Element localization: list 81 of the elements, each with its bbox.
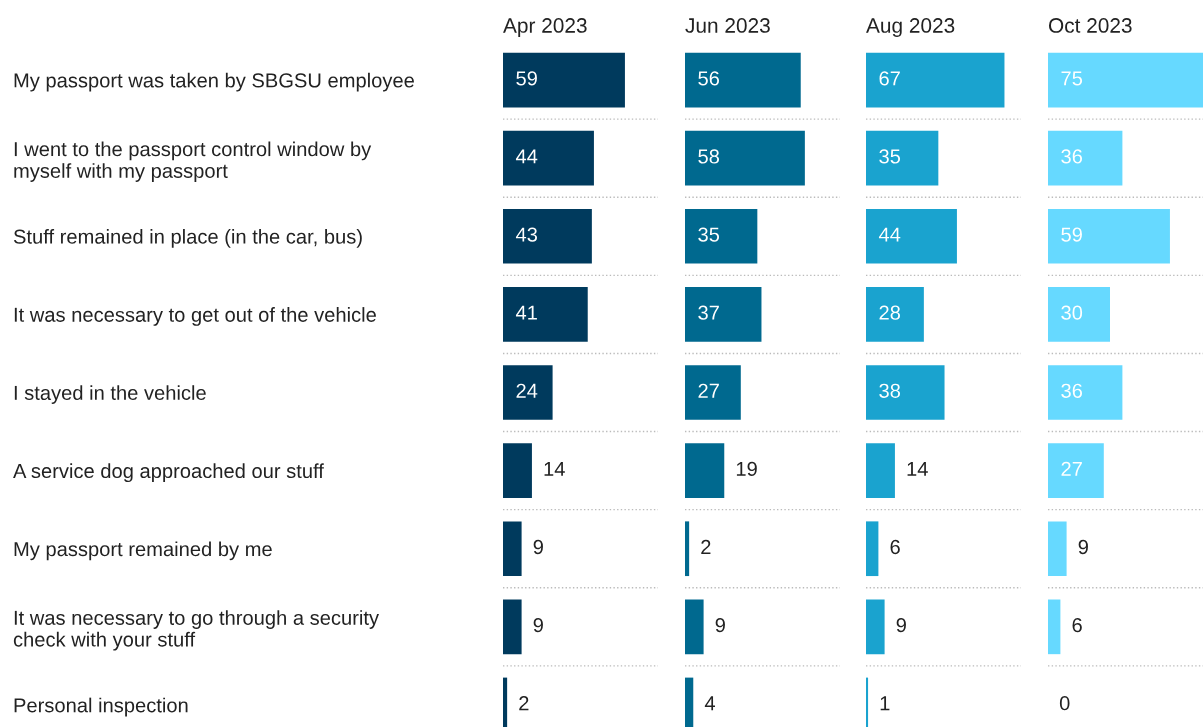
bar xyxy=(503,287,588,342)
bar xyxy=(685,287,762,342)
data-label: 36 xyxy=(1061,149,1083,164)
data-label: 28 xyxy=(879,305,901,320)
bar xyxy=(503,521,522,577)
y-tick-label: It was necessary to get out of the vehicle xyxy=(14,307,376,326)
data-label: 2 xyxy=(519,696,529,711)
data-label: 14 xyxy=(907,461,928,476)
data-label: 19 xyxy=(736,461,757,477)
y-tick-label: My passport remained by me xyxy=(14,541,272,561)
bar xyxy=(503,52,625,108)
bar xyxy=(685,599,704,655)
data-label: 41 xyxy=(515,305,537,320)
data-label: 38 xyxy=(879,383,901,398)
chart-title: Jun 2023 xyxy=(685,18,770,33)
bar xyxy=(1048,208,1170,264)
data-label: 14 xyxy=(544,461,565,476)
data-label: 0 xyxy=(1059,696,1070,711)
data-label: 30 xyxy=(1061,305,1083,320)
data-label: 59 xyxy=(1061,227,1082,242)
data-label: 9 xyxy=(715,617,725,633)
data-label: 56 xyxy=(698,71,720,86)
data-label: 43 xyxy=(515,227,538,242)
bar xyxy=(866,365,945,420)
data-label: 9 xyxy=(533,617,543,633)
bar xyxy=(685,208,758,264)
data-label: 36 xyxy=(1061,383,1083,398)
data-label: 44 xyxy=(878,227,901,242)
bar xyxy=(503,599,522,655)
bar xyxy=(1048,287,1110,342)
bar xyxy=(1048,521,1067,577)
bar xyxy=(685,365,741,420)
data-label: 58 xyxy=(698,149,720,164)
data-label: 75 xyxy=(1061,71,1083,86)
data-label: 59 xyxy=(516,71,537,86)
bar xyxy=(685,52,801,108)
data-label: 35 xyxy=(698,227,720,242)
bar xyxy=(866,599,885,655)
bar xyxy=(866,521,879,577)
bar xyxy=(1048,130,1123,186)
bar xyxy=(1048,599,1061,655)
data-label: 67 xyxy=(879,71,900,86)
data-label: 6 xyxy=(890,539,900,555)
bar xyxy=(503,443,532,498)
data-label: 9 xyxy=(1078,539,1088,555)
chart-title: Oct 2023 xyxy=(1048,18,1132,33)
bar xyxy=(503,208,592,264)
bar xyxy=(503,130,594,186)
bar xyxy=(685,521,690,577)
data-label: 1 xyxy=(880,696,890,711)
bar xyxy=(1048,365,1123,420)
data-label: 37 xyxy=(698,305,719,320)
bar xyxy=(1048,443,1104,498)
data-label: 2 xyxy=(701,539,711,554)
y-tick-label: My passport was taken by SBGSU employee xyxy=(14,72,414,92)
y-tick-label: Stuff remained in place (in the car, bus) xyxy=(13,228,362,248)
data-label: 24 xyxy=(516,383,538,398)
data-label: 9 xyxy=(896,617,906,633)
bar xyxy=(1048,52,1203,108)
bar xyxy=(866,52,1005,108)
bar xyxy=(866,208,957,264)
data-label: 4 xyxy=(704,696,715,711)
chart-title: Aug 2023 xyxy=(866,18,955,37)
bar xyxy=(866,130,939,186)
data-label: 9 xyxy=(533,539,543,555)
data-label: 6 xyxy=(1072,617,1082,633)
y-tick-label: I went to the passport control window by myself with my passport xyxy=(14,141,372,182)
y-tick-label: It was necessary to go through a security check with your stuff xyxy=(13,610,379,651)
bar xyxy=(866,287,924,342)
y-tick-label: I stayed in the vehicle xyxy=(14,385,206,404)
bar xyxy=(685,443,725,498)
data-label: 27 xyxy=(1061,461,1082,476)
y-tick-label: A service dog approached our stuff xyxy=(13,463,324,483)
y-tick-label: Personal inspection xyxy=(14,697,188,717)
data-label: 35 xyxy=(879,149,901,164)
data-label: 27 xyxy=(698,383,719,398)
bar xyxy=(685,130,805,186)
chart-title: Apr 2023 xyxy=(503,18,587,37)
bar xyxy=(503,365,553,420)
data-label: 44 xyxy=(515,149,538,164)
bar xyxy=(866,443,895,498)
